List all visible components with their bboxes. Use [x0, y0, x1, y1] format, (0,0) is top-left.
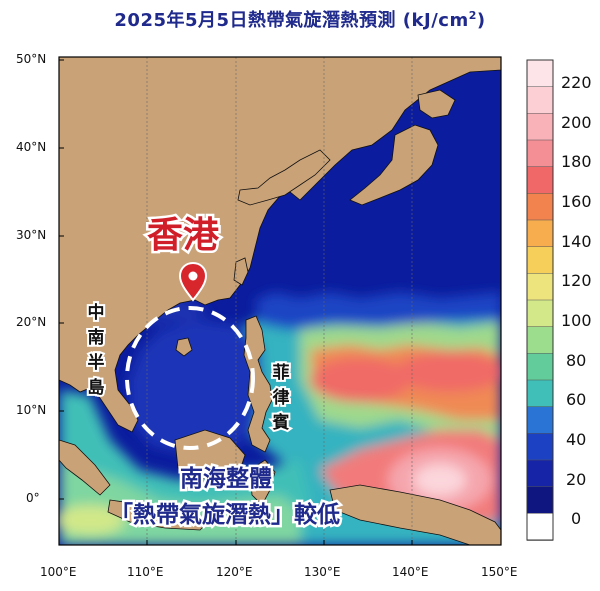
colorbar-segment	[526, 459, 554, 488]
colorbar-segment	[526, 326, 554, 355]
colorbar-label-80: 80	[566, 351, 587, 370]
lon-label-150e: 150°E	[481, 565, 518, 579]
colorbar-label-100: 100	[561, 311, 592, 330]
colorbar-label-40: 40	[566, 430, 587, 449]
summary-message: 南海整體 「熱帶氣旋潛熱」較低	[108, 463, 343, 531]
colorbar-label-200: 200	[561, 113, 592, 132]
lat-label-20n: 20°N	[16, 315, 47, 329]
svg-text:中: 中	[88, 302, 105, 323]
colorbar-segment	[526, 353, 554, 381]
colorbar-segment	[526, 113, 554, 141]
colorbar-label-60: 60	[566, 390, 587, 409]
gridlines	[146, 57, 413, 545]
svg-text:菲: 菲	[273, 363, 290, 383]
south-china-sea-outline	[125, 306, 255, 450]
heat-field	[59, 292, 501, 545]
colorbar-segment	[526, 433, 554, 461]
lat-label-40n: 40°N	[16, 140, 47, 154]
colorbar-segment	[526, 59, 554, 88]
colorbar-label-0: 0	[571, 509, 582, 528]
colorbar	[526, 59, 554, 541]
tick-marks	[58, 59, 502, 545]
colorbar-label-120: 120	[561, 271, 592, 290]
colorbar-segment	[526, 513, 554, 541]
colorbar-label-220: 220	[561, 73, 592, 92]
lon-label-130e: 130°E	[304, 565, 341, 579]
colorbar-segment	[526, 406, 554, 435]
svg-text:島: 島	[88, 377, 105, 398]
colorbar-segment	[526, 86, 554, 115]
land	[59, 57, 501, 545]
hong-kong-label: 香港	[147, 215, 220, 256]
colorbar-label-140: 140	[561, 232, 592, 251]
svg-text:賓: 賓	[272, 412, 290, 433]
colorbar-segment	[526, 273, 554, 301]
colorbar-segment	[526, 219, 554, 248]
philippines-label: 菲 律 賓	[270, 361, 292, 435]
colorbar-segment	[526, 166, 554, 195]
colorbar-segment	[526, 379, 554, 408]
colorbar-frame	[526, 59, 554, 541]
colorbar-label-180: 180	[561, 152, 592, 171]
lat-label-30n: 30°N	[16, 228, 47, 242]
plot-frame	[58, 56, 502, 546]
svg-text:律: 律	[272, 387, 290, 408]
svg-text:南: 南	[88, 327, 105, 348]
colorbar-segment	[526, 193, 554, 221]
hong-kong-marker-icon	[178, 261, 208, 302]
svg-text:半: 半	[88, 352, 105, 373]
summary-line-1: 南海整體	[180, 465, 272, 492]
colorbar-segment	[526, 299, 554, 328]
lon-label-140e: 140°E	[392, 565, 429, 579]
colorbar-segment	[526, 246, 554, 275]
lon-label-100e: 100°E	[40, 565, 77, 579]
colorbar-segment	[526, 139, 554, 168]
colorbar-segment	[526, 486, 554, 515]
lat-label-0: 0°	[26, 491, 40, 505]
colorbar-label-160: 160	[561, 192, 592, 211]
lon-label-120e: 120°E	[216, 565, 253, 579]
lat-label-50n: 50°N	[16, 52, 47, 66]
lat-label-10n: 10°N	[16, 403, 47, 417]
lon-label-110e: 110°E	[127, 565, 164, 579]
colorbar-label-20: 20	[566, 470, 587, 489]
map-title: 2025年5月5日熱帶氣旋潛熱預測 (kJ/cm2)	[114, 9, 486, 31]
indochina-label: 中 南 半 島	[86, 300, 107, 400]
summary-line-2: 「熱帶氣旋潛熱」較低	[110, 501, 340, 528]
